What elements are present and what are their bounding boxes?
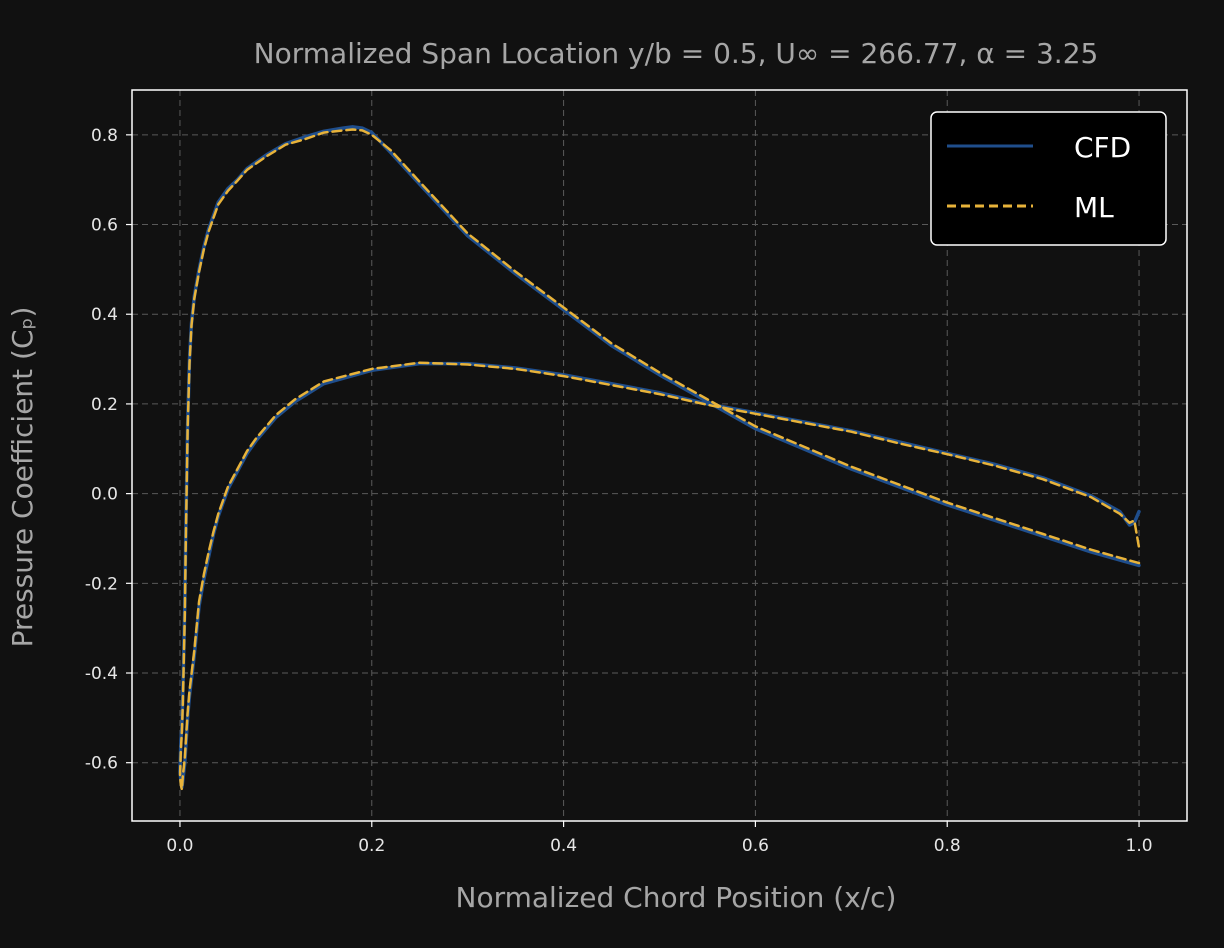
y-axis-label: Pressure Coefficient (Cₚ): [6, 307, 39, 648]
x-tick-label: 0.6: [742, 836, 769, 856]
legend-label-ml: ML: [1074, 191, 1114, 224]
axis-ticks: 0.0 0.2 0.4 0.6 0.8 1.0 -0.6 -0.4 -0.2 0.0 0.2 0.4 0…: [85, 126, 1153, 856]
y-tick-label: 0.4: [91, 305, 118, 325]
x-tick-label: 0.8: [934, 836, 961, 856]
x-tick-label: 0.4: [550, 836, 577, 856]
series-line-ml: [178, 128, 1141, 791]
plot-frame: [131, 89, 1188, 822]
x-axis-label: Normalized Chord Position (x/c): [456, 881, 897, 914]
x-tick-label: 0.2: [358, 836, 385, 856]
series-lines: [178, 125, 1141, 791]
legend-label-cfd: CFD: [1074, 131, 1131, 164]
y-tick-label: -0.4: [85, 664, 118, 684]
chart-title: Normalized Span Location y/b = 0.5, U∞ =…: [254, 37, 1099, 70]
y-tick-label: 0.8: [91, 126, 118, 146]
y-tick-label: 0.6: [91, 216, 118, 236]
y-tick-label: -0.2: [85, 574, 118, 594]
y-tick-label: 0.2: [91, 395, 118, 415]
legend: CFD ML: [930, 111, 1167, 246]
y-tick-label: 0.0: [91, 485, 118, 505]
x-tick-label: 1.0: [1126, 836, 1153, 856]
y-tick-label: -0.6: [85, 754, 118, 774]
x-tick-label: 0.0: [166, 836, 193, 856]
